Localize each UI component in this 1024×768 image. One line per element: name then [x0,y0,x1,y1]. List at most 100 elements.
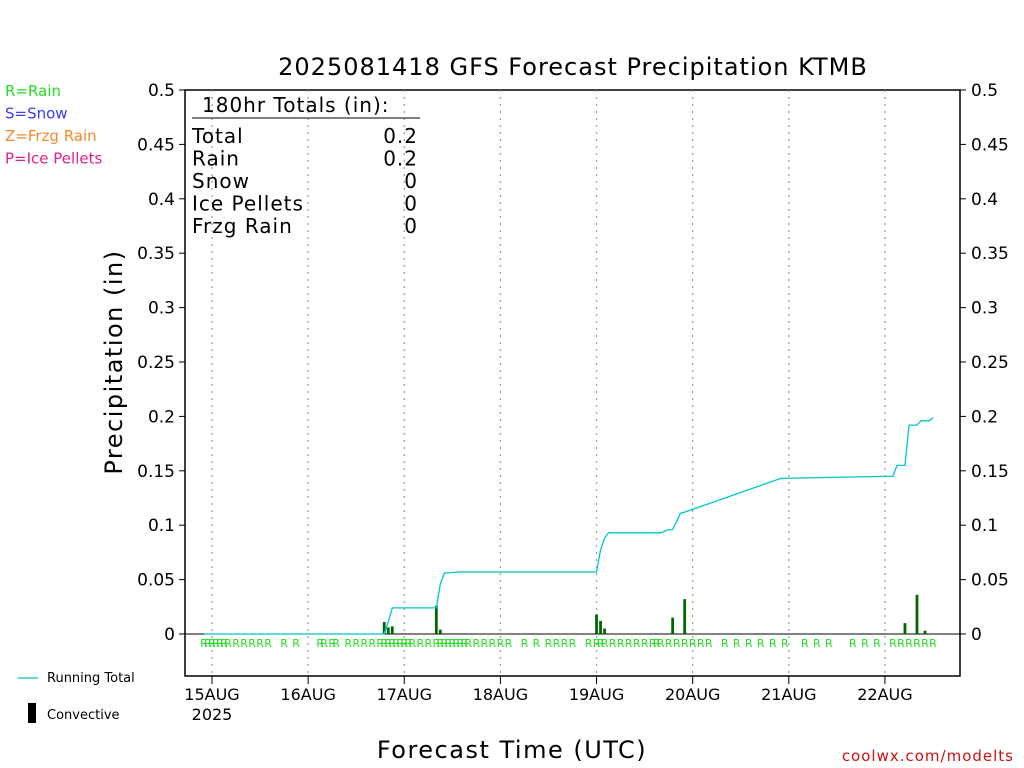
precip-type-marker: R [292,637,300,650]
precip-type-marker: R [585,637,593,650]
precip-type-marker: R [457,637,465,650]
y-tick-label-left: 0.15 [137,462,175,482]
precip-type-marker: R [256,637,264,650]
y-tick-label-right: 0.45 [971,135,1009,155]
precip-type-marker: R [721,637,729,650]
y-tick-label-right: 0.25 [971,353,1009,373]
convective-legend-swatch [28,703,36,723]
credit-text: coolwx.com/modelts [842,747,1014,765]
precip-type-marker: R [569,637,577,650]
precip-type-marker: R [204,637,212,650]
x-tick-label: 19AUG [569,685,624,704]
convective-bar [671,617,675,634]
precip-type-marker: R [416,637,424,650]
y-tick-label-left: 0.5 [148,81,175,101]
convective-bar [599,620,602,634]
precip-type-marker: R [489,637,497,650]
convective-bar [903,623,907,634]
precip-type-marker: R [825,637,833,650]
y-tick-label-left: 0.05 [137,571,175,591]
legend-type-key: R=Rain [5,82,61,100]
y-tick-label-left: 0.25 [137,353,175,373]
convective-bar [923,630,927,634]
precip-type-marker: R [216,637,224,650]
y-tick-label-right: 0.35 [971,244,1009,264]
x-axis-label: Forecast Time (UTC) [377,736,647,764]
precip-type-marker: R [733,637,741,650]
precip-type-marker: R [561,637,569,650]
precip-type-marker: R [597,637,605,650]
precip-type-marker: R [897,637,905,650]
precip-type-marker: R [873,637,881,650]
y-axis-label: Precipitation (in) [100,249,128,474]
precip-type-marker: R [921,637,929,650]
totals-row-label: Frzg Rain [192,214,293,238]
totals-row-value: 0.2 [383,147,418,171]
legend-type-key: P=Ice Pellets [5,150,102,168]
precip-type-marker: R [697,637,705,650]
convective-bar [603,628,606,634]
precip-type-marker: R [633,637,641,650]
precip-type-marker: R [388,637,396,650]
y-tick-label-right: 0.05 [971,571,1009,591]
y-tick-label-left: 0.3 [148,299,175,319]
precip-type-marker: R [861,637,869,650]
convective-bar [390,626,394,634]
convective-bars [382,594,927,634]
precip-type-marker: R [408,637,416,650]
totals-box: 180hr Totals (in): Total 0.2 Rain 0.2 Snow 0 I… [191,93,420,238]
precip-type-marker: R [376,637,384,650]
precip-type-marker: R [653,637,661,650]
precip-type-marker: R [220,637,228,650]
running-total-line [204,416,934,635]
precip-type-marker: R [280,637,288,650]
totals-row-label: Ice Pellets [192,192,304,216]
y-tick-label-left: 0 [164,625,175,645]
x-tick-label: 16AUG [280,685,335,704]
precip-type-marker: R [473,637,481,650]
totals-row-value: 0 [404,192,418,216]
totals-row-label: Snow [192,169,250,193]
plot-frame [184,89,961,677]
precip-type-marker: R [449,637,457,650]
y-tick-label-left: 0.2 [148,407,175,427]
totals-row-value: 0 [404,214,418,238]
y-tick-label-right: 0 [971,625,982,645]
precip-type-marker: R [913,637,921,650]
precip-type-marker: R [400,637,408,650]
series-legend: Running Total Convective [18,671,135,723]
precip-type-marker: R [461,637,469,650]
precip-type-marker: R [849,637,857,650]
y-tick-label-right: 0.1 [971,516,998,536]
y-tick-label-left: 0.35 [137,244,175,264]
precip-type-marker: R [641,637,649,650]
totals-row-value: 0.2 [383,124,418,148]
precip-type-marker: R [444,637,452,650]
precip-type-marker: R [384,637,392,650]
precip-type-marker: R [705,637,713,650]
precip-type-marker: R [929,637,937,650]
precip-type-marker: R [440,637,448,650]
y-tick-label-right: 0.2 [971,407,998,427]
precip-type-marker: R [545,637,553,650]
precip-type-marker: R [689,637,697,650]
y-tick-label-left: 0.1 [148,516,175,536]
precip-type-marker: R [200,637,208,650]
convective-bar [595,614,598,634]
precip-type-marker: R [801,637,809,650]
convective-bar [915,594,919,634]
precip-type-legend: R=Rain S=Snow Z=Frzg Rain P=Ice Pellets [5,82,102,168]
chart-title: 2025081418 GFS Forecast Precipitation KT… [278,53,868,81]
precip-type-marker: R [813,637,821,650]
precip-type-marker: R [657,637,665,650]
precip-type-marker: R [328,637,336,650]
precip-type-marker: R [352,637,360,650]
precip-type-marker: R [316,637,324,650]
precip-type-marker: R [360,637,368,650]
precip-type-marker: R [601,637,609,650]
precip-type-marker: R [617,637,625,650]
convective-bar [382,622,386,634]
x-tick-sublabel: 2025 [192,705,233,724]
precip-type-marker: R [521,637,529,650]
